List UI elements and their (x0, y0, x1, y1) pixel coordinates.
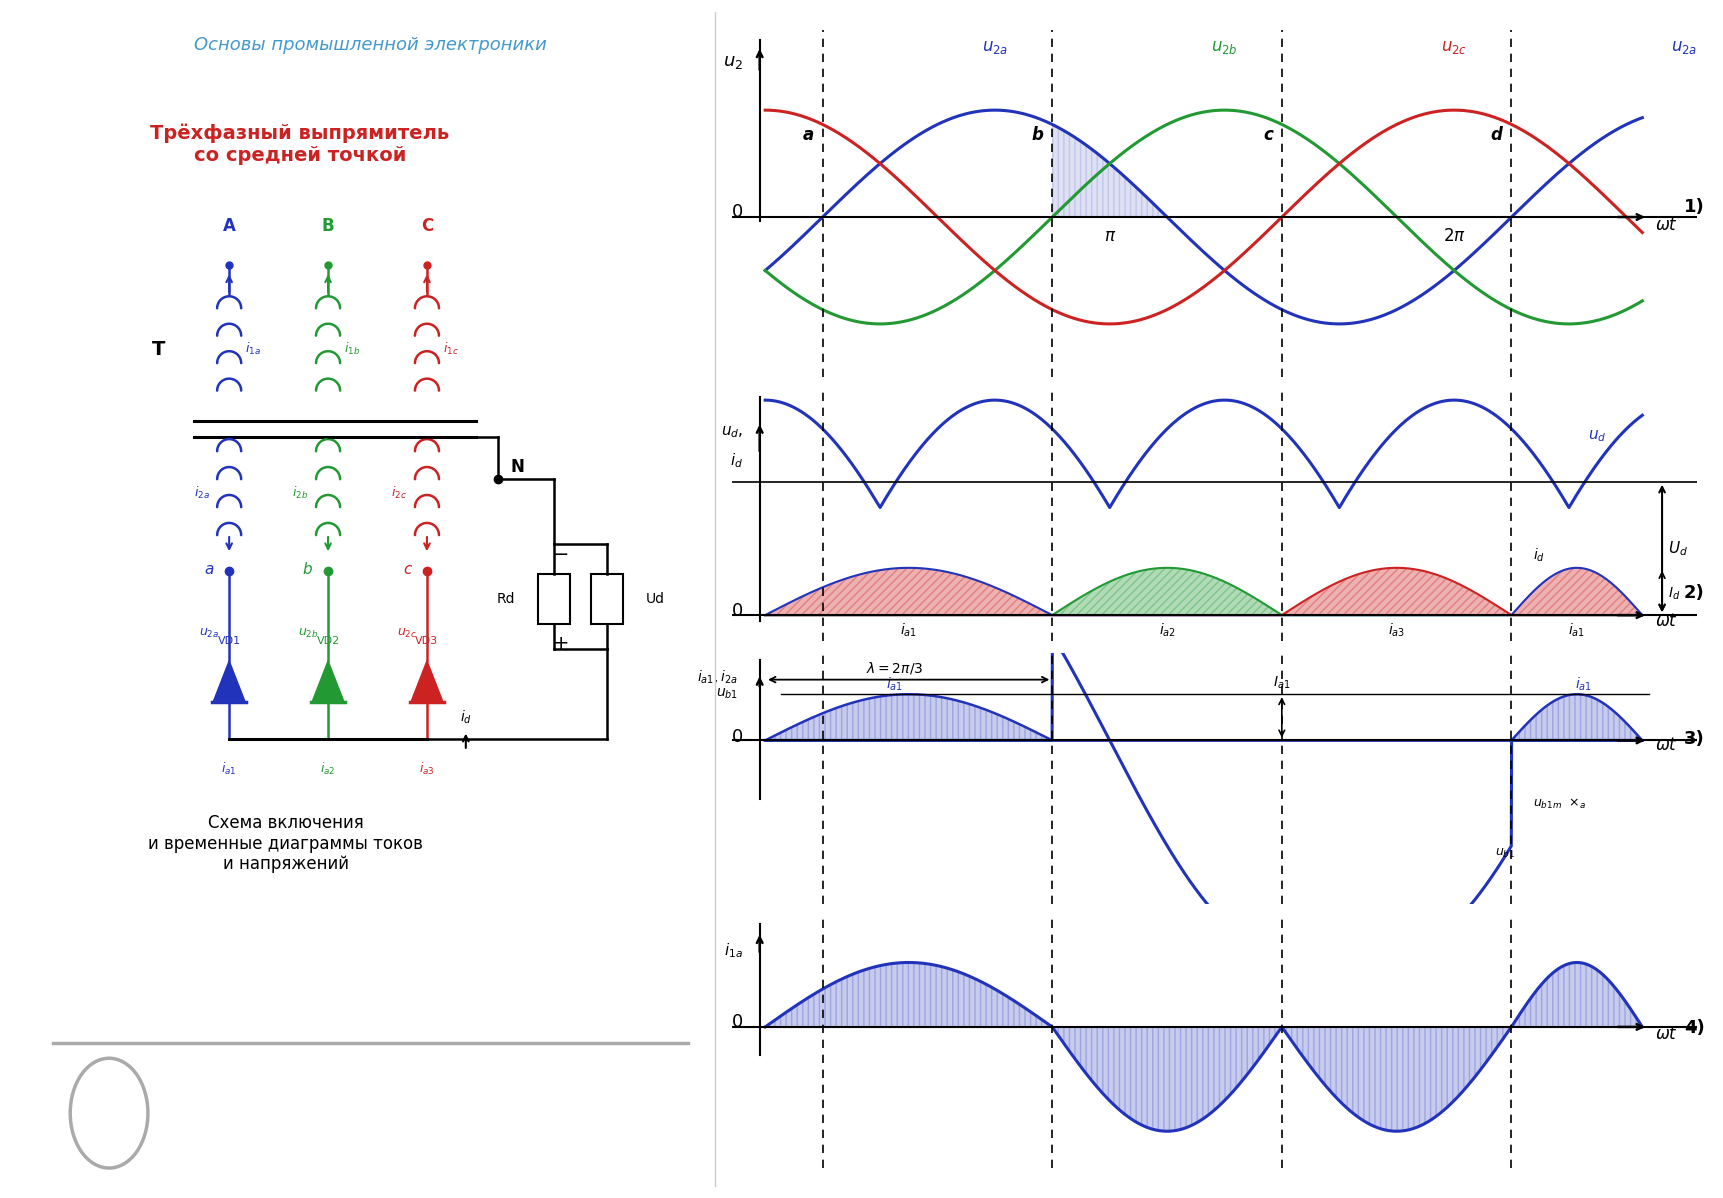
Text: $u_d$: $u_d$ (1589, 428, 1606, 443)
Text: $\pi$: $\pi$ (1103, 226, 1117, 244)
Text: $\lambda=2\pi/3$: $\lambda=2\pi/3$ (865, 660, 924, 676)
Text: $u_{b1m}$  $\times_a$: $u_{b1m}$ $\times_a$ (1533, 797, 1587, 811)
Text: 1): 1) (1683, 198, 1704, 216)
Text: Ud: Ud (646, 592, 665, 606)
Text: $i_{a2}$: $i_{a2}$ (320, 761, 336, 776)
Text: B: B (322, 217, 334, 235)
Text: $i_d$: $i_d$ (731, 450, 743, 470)
Text: $i_{a3}$: $i_{a3}$ (1389, 622, 1406, 639)
Text: $u_{2c}$: $u_{2c}$ (396, 628, 417, 641)
Text: a: a (205, 562, 214, 576)
Text: 0: 0 (732, 202, 743, 220)
Text: $i_{a2}$: $i_{a2}$ (1158, 622, 1175, 639)
Text: $i_{2b}$: $i_{2b}$ (293, 485, 308, 501)
Text: $i_{a1}, i_{2a}$: $i_{a1}, i_{2a}$ (696, 668, 737, 686)
Text: $i_{a3}$: $i_{a3}$ (419, 761, 434, 776)
Bar (538, 574, 570, 624)
Text: $u_{2a}$: $u_{2a}$ (200, 628, 219, 641)
Text: d: d (1490, 126, 1502, 144)
Text: $\omega t$: $\omega t$ (1656, 1025, 1678, 1043)
Text: $u_{b1}$: $u_{b1}$ (715, 686, 737, 702)
Text: $i_{1a}$: $i_{1a}$ (724, 940, 743, 960)
Text: +: + (553, 635, 569, 653)
Text: $i_{1a}$: $i_{1a}$ (245, 341, 260, 357)
Text: $i_{2a}$: $i_{2a}$ (193, 485, 210, 501)
Text: VD2: VD2 (317, 636, 339, 646)
Text: $i_d$: $i_d$ (460, 708, 472, 726)
Text: 0: 0 (732, 601, 743, 619)
Text: VD1: VD1 (217, 636, 241, 646)
Text: Трёхфазный выпрямитель
со средней точкой: Трёхфазный выпрямитель со средней точкой (150, 125, 450, 165)
Text: $i_{a1}$: $i_{a1}$ (1575, 676, 1592, 692)
Text: $i_{1b}$: $i_{1b}$ (343, 341, 360, 357)
Text: $i_d$: $i_d$ (1533, 546, 1546, 563)
Text: 4): 4) (1683, 1019, 1704, 1037)
Polygon shape (312, 661, 343, 701)
Text: $i_{2c}$: $i_{2c}$ (391, 485, 407, 501)
Text: c: c (1263, 126, 1273, 144)
Text: Rd: Rd (496, 592, 515, 606)
Text: 2): 2) (1683, 583, 1704, 601)
Text: $u_{2a}$: $u_{2a}$ (982, 38, 1008, 56)
Text: $i_{a1}$: $i_{a1}$ (899, 622, 917, 639)
Polygon shape (412, 661, 443, 701)
Text: 0: 0 (732, 727, 743, 746)
Text: b: b (1032, 126, 1044, 144)
Text: $u_{2a}$: $u_{2a}$ (1671, 38, 1697, 56)
Text: Основы промышленной электроники: Основы промышленной электроники (195, 36, 546, 54)
Text: VD3: VD3 (415, 636, 439, 646)
Text: $u_{b1}$: $u_{b1}$ (1496, 847, 1515, 860)
Text: $\omega t$: $\omega t$ (1656, 612, 1678, 630)
Text: Схема включения
и временные диаграммы токов
и напряжений: Схема включения и временные диаграммы то… (148, 813, 424, 873)
Text: $i_{a1}$: $i_{a1}$ (1568, 622, 1585, 639)
Text: a: a (803, 126, 813, 144)
Text: $U_d$: $U_d$ (1668, 539, 1687, 558)
Text: $2\pi$: $2\pi$ (1442, 226, 1466, 244)
Text: N: N (510, 458, 524, 477)
Text: 0: 0 (732, 1014, 743, 1031)
Text: $I_d$: $I_d$ (1668, 586, 1680, 603)
Text: $I_{a1}$: $I_{a1}$ (1273, 674, 1291, 691)
Text: $\omega t$: $\omega t$ (1656, 216, 1678, 234)
Text: $u_d$,: $u_d$, (720, 424, 743, 440)
Text: $u_{2b}$: $u_{2b}$ (1211, 38, 1237, 56)
Text: $i_{1c}$: $i_{1c}$ (443, 341, 458, 357)
Text: b: b (303, 562, 312, 576)
Text: $u_{2b}$: $u_{2b}$ (298, 628, 319, 641)
Text: $i_{a1}$: $i_{a1}$ (886, 676, 903, 692)
Text: C: C (420, 217, 432, 235)
Bar (591, 574, 624, 624)
Text: 3): 3) (1683, 730, 1704, 748)
Text: A: A (222, 217, 236, 235)
Text: −: − (553, 545, 569, 563)
Text: $\omega t$: $\omega t$ (1656, 736, 1678, 754)
Text: T: T (152, 340, 165, 359)
Text: $i_{a1}$: $i_{a1}$ (221, 761, 238, 776)
Text: c: c (403, 562, 412, 576)
Text: $u_2$: $u_2$ (724, 53, 743, 71)
Text: $u_{2c}$: $u_{2c}$ (1440, 38, 1468, 56)
Polygon shape (214, 661, 245, 701)
